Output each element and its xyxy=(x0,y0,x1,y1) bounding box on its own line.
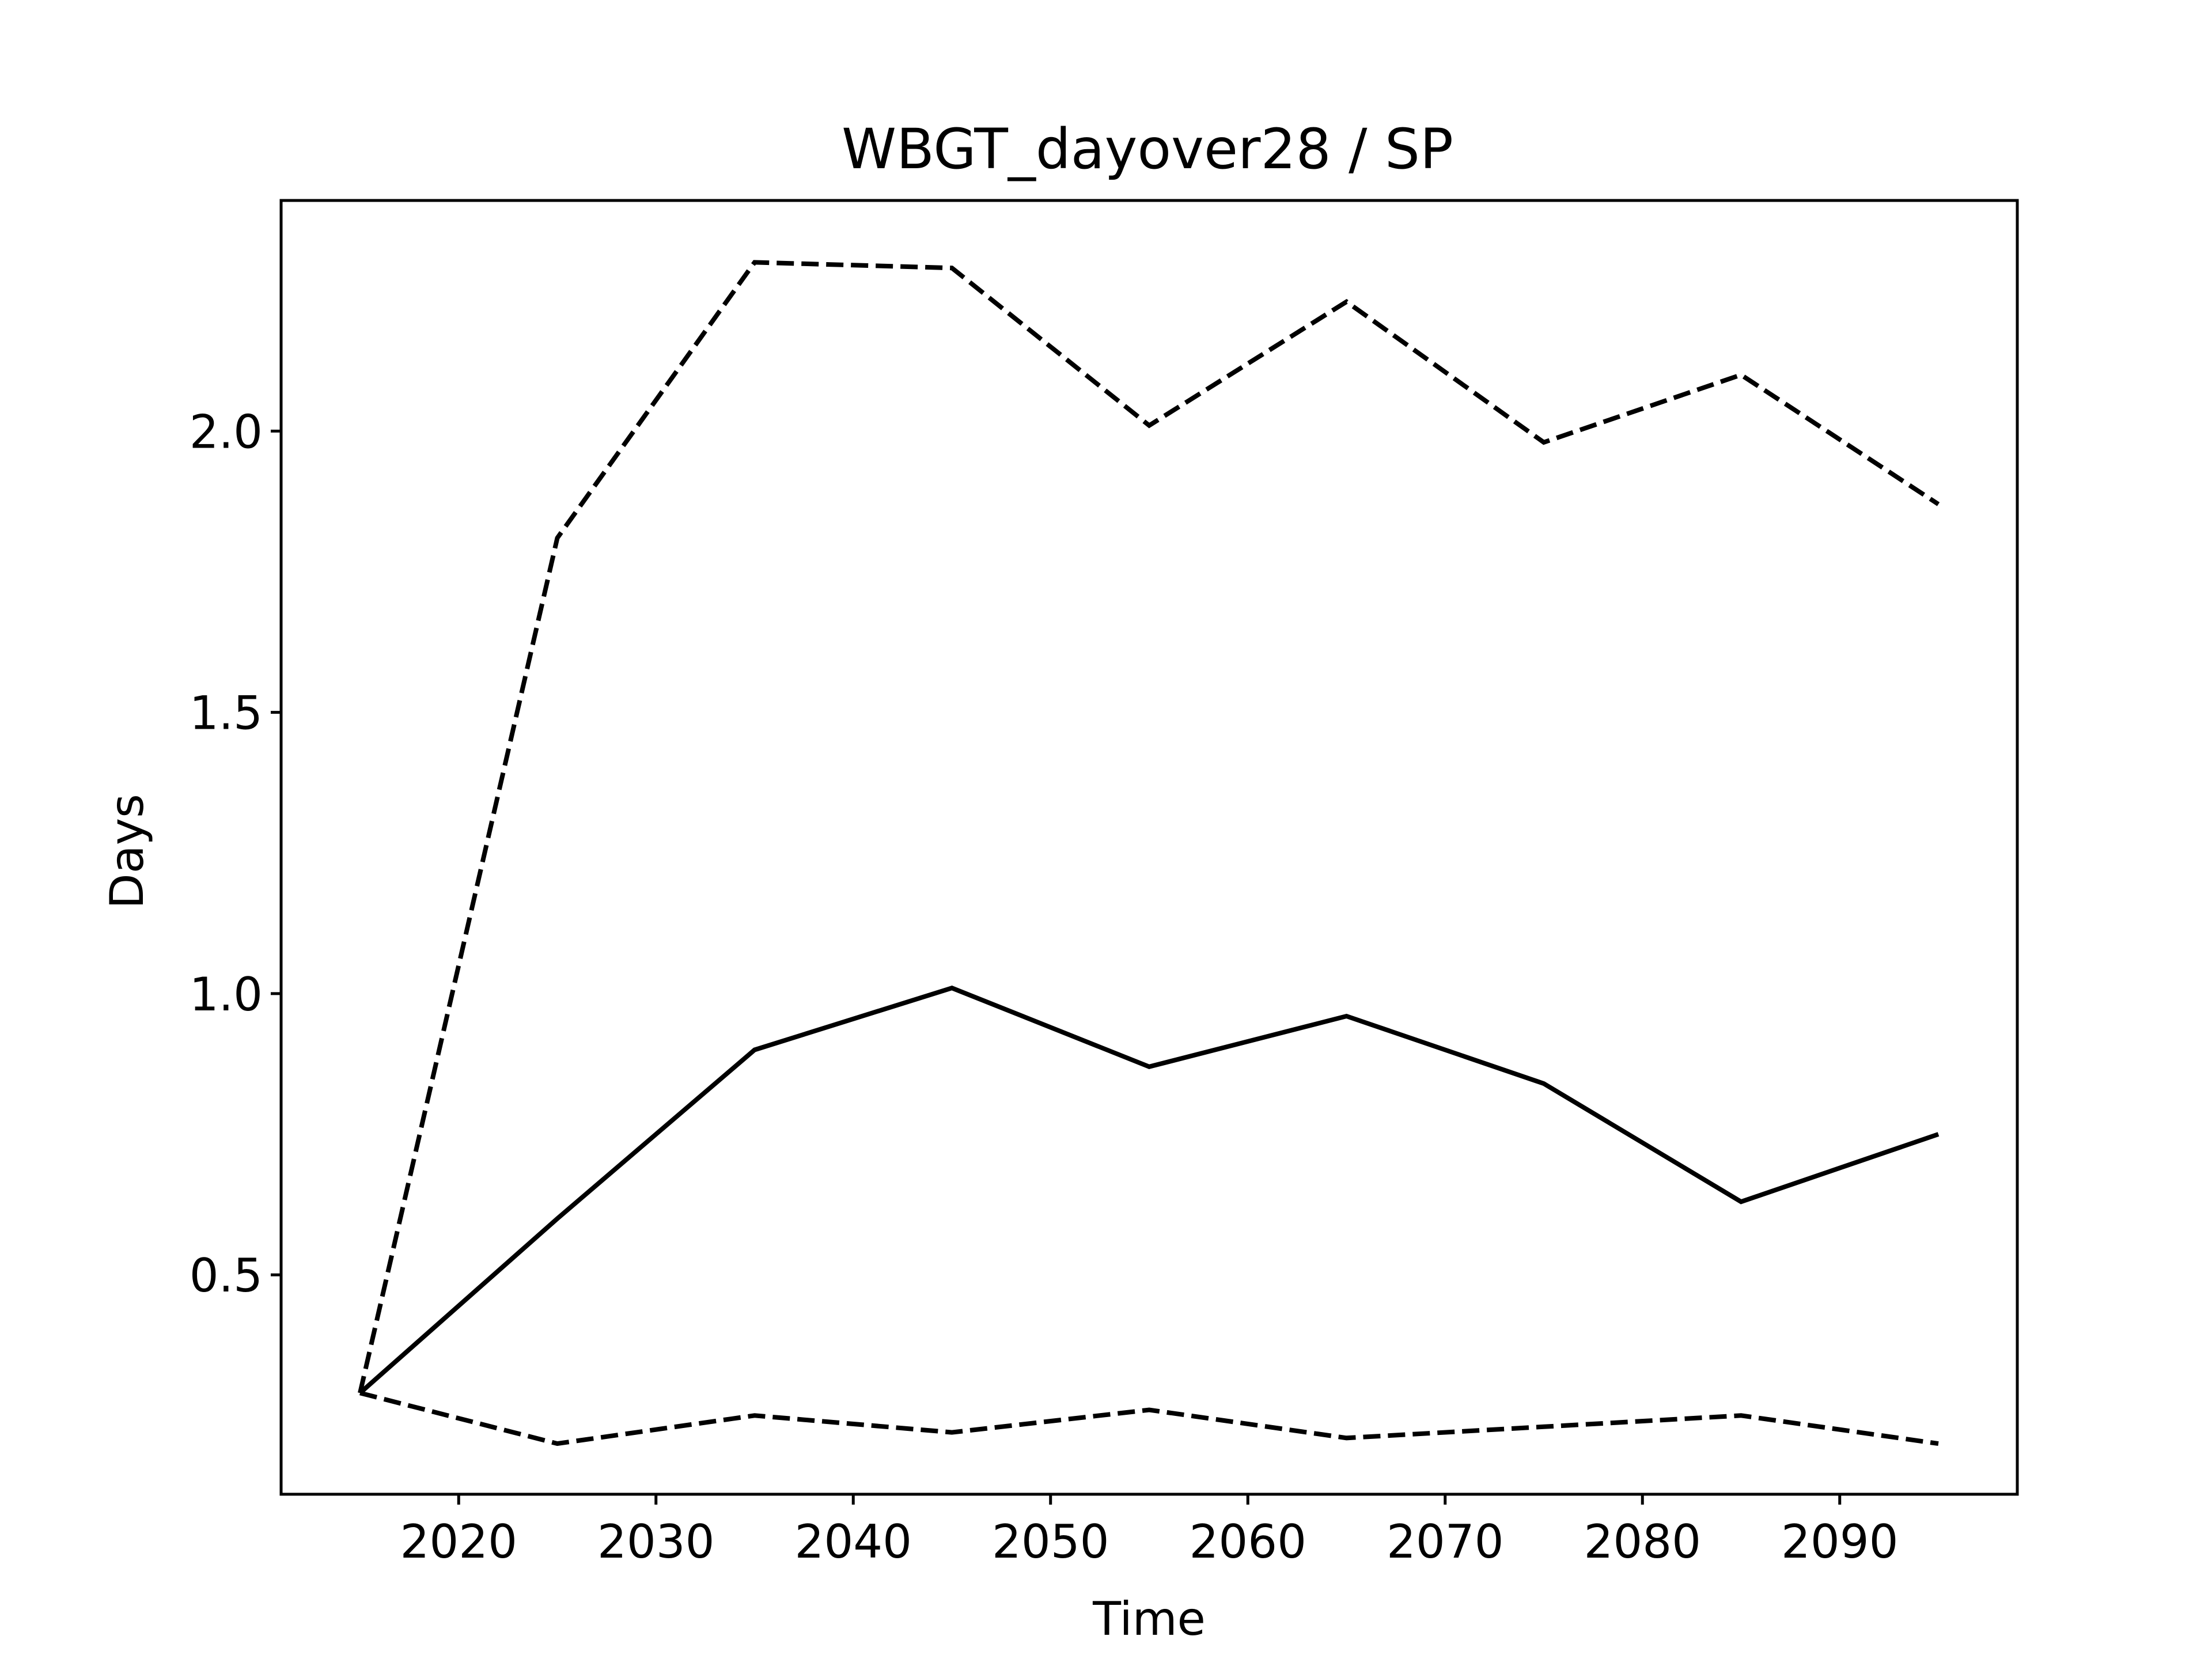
series-line-1 xyxy=(358,260,1940,1394)
series-line-3 xyxy=(359,1391,1939,1446)
y-tick-label: 1.5 xyxy=(190,687,263,740)
series-line-2 xyxy=(358,985,1940,1395)
x-tick-label: 2060 xyxy=(1189,1515,1306,1569)
y-axis-label: Days xyxy=(100,794,154,909)
x-tick-label: 2030 xyxy=(597,1515,715,1569)
y-tick-label: 1.0 xyxy=(190,968,263,1021)
x-tick-label: 2020 xyxy=(400,1515,517,1569)
x-axis-ticks: 2020 2030 2040 2050 2060 2070 2080 2090 xyxy=(400,1494,1899,1569)
x-tick-label: 2050 xyxy=(992,1515,1109,1569)
chart-title: WBGT_dayover28 / SP xyxy=(842,117,1453,181)
y-axis-ticks: 0.5 1.0 1.5 2.0 xyxy=(190,405,281,1302)
x-tick-label: 2080 xyxy=(1584,1515,1701,1569)
x-tick-label: 2040 xyxy=(794,1515,912,1569)
x-tick-label: 2070 xyxy=(1387,1515,1504,1569)
series-layer xyxy=(358,260,1940,1446)
x-tick-label: 2090 xyxy=(1781,1515,1899,1569)
plot-area-frame xyxy=(279,199,2019,1496)
x-axis-label: Time xyxy=(1092,1592,1206,1646)
y-tick-label: 0.5 xyxy=(190,1249,263,1302)
y-tick-label: 2.0 xyxy=(190,405,263,459)
